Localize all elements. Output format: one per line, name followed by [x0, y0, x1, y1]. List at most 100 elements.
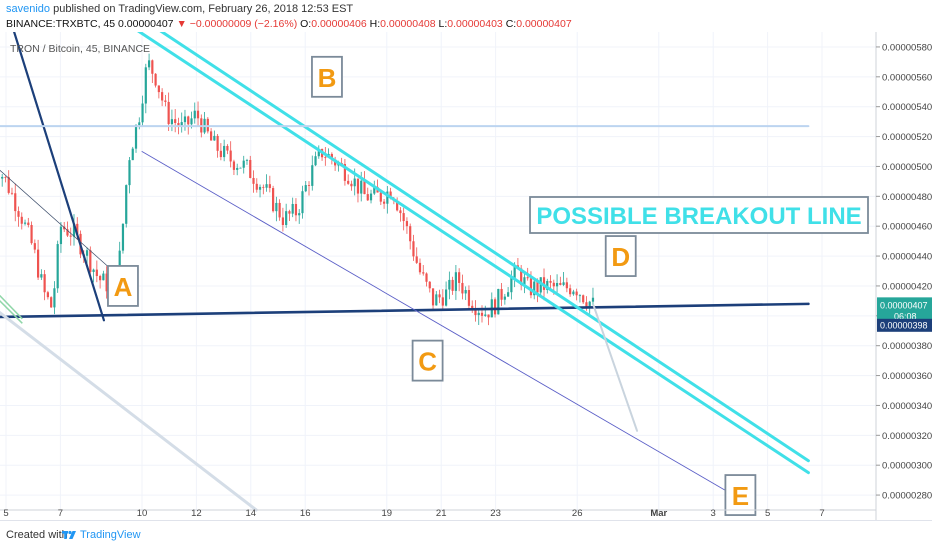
candle-body: [57, 244, 59, 288]
candle-body: [279, 203, 281, 217]
candle-body: [135, 125, 137, 149]
low-value: 0.00000403: [447, 18, 502, 30]
candle-body: [99, 276, 101, 280]
y-tick-label: 0.00000380: [882, 341, 932, 352]
candle-body: [148, 60, 150, 67]
candle-body: [92, 270, 94, 272]
candle-body: [360, 181, 362, 194]
candle-body: [155, 74, 157, 86]
y-tick-label: 0.00000500: [882, 162, 932, 173]
candle-body: [125, 185, 127, 224]
candle-body: [311, 165, 313, 186]
candle-body: [559, 283, 561, 285]
candle-body: [4, 177, 6, 178]
candle-body: [145, 67, 147, 103]
candle-body: [14, 193, 16, 211]
y-tick-label: 0.00000540: [882, 102, 932, 113]
candle-body: [592, 298, 594, 302]
candle-body: [474, 310, 476, 315]
candle-body: [236, 168, 238, 170]
candle-body: [367, 194, 369, 200]
candle-body: [438, 294, 440, 297]
chart-header: savenido published on TradingView.com, F…: [0, 0, 932, 32]
ohlc-line: BINANCE:TRXBTC, 45 0.00000407 ▼ −0.00000…: [6, 18, 572, 30]
candle-body: [265, 184, 267, 188]
candle-body: [452, 280, 454, 291]
candle-body: [256, 184, 258, 190]
y-tick-label: 0.00000360: [882, 371, 932, 382]
candle-body: [380, 193, 382, 202]
candle-body: [569, 288, 571, 294]
candle-body: [128, 160, 130, 185]
candle-body: [272, 188, 274, 211]
candle-body: [484, 315, 486, 316]
candle-body: [197, 111, 199, 119]
candle-body: [465, 290, 467, 293]
tradingview-brand[interactable]: TradingView: [80, 529, 141, 541]
candle-body: [194, 111, 196, 119]
candle-body: [1, 177, 3, 179]
candle-body: [40, 274, 42, 277]
candle-body: [168, 102, 170, 124]
candle-body: [347, 181, 349, 184]
candle-body: [207, 119, 209, 132]
candle-body: [419, 263, 421, 272]
chart-background: [0, 32, 932, 520]
candle-body: [432, 288, 434, 305]
last-price: 0.00000407: [118, 18, 173, 30]
x-tick-label: 19: [382, 508, 393, 519]
candle-body: [275, 203, 277, 211]
candle-body: [461, 283, 463, 293]
x-tick-label: 7: [819, 508, 824, 519]
candle-body: [96, 270, 98, 276]
candle-body: [425, 274, 427, 282]
candle-body: [295, 204, 297, 215]
candle-body: [455, 272, 457, 291]
x-tick-label: 10: [137, 508, 148, 519]
chart-legend: TRON / Bitcoin, 45, BINANCE: [10, 43, 150, 55]
candle-body: [44, 274, 46, 292]
candle-body: [399, 210, 401, 213]
published-text: published on TradingView.com, February 2…: [53, 3, 353, 15]
candle-body: [500, 289, 502, 300]
candle-body: [11, 193, 13, 194]
y-tick-label: 0.00000480: [882, 192, 932, 203]
candle-body: [314, 156, 316, 165]
y-tick-label: 0.00000340: [882, 401, 932, 412]
candle-body: [409, 226, 411, 241]
candle-body: [50, 297, 52, 307]
open-label: O:: [300, 18, 311, 30]
candle-body: [442, 297, 444, 305]
y-tick-label: 0.00000320: [882, 431, 932, 442]
candle-body: [102, 274, 104, 281]
close-value: 0.00000407: [516, 18, 571, 30]
candle-body: [174, 119, 176, 123]
footer: Created with TradingView: [0, 520, 932, 551]
candle-body: [151, 60, 153, 73]
candle-body: [324, 157, 326, 158]
candle-body: [122, 224, 124, 251]
candle-body: [141, 104, 143, 123]
candle-body: [487, 315, 489, 318]
x-tick-label: 5: [765, 508, 770, 519]
y-tick-label: 0.00000580: [882, 42, 932, 53]
candle-body: [282, 217, 284, 225]
candle-body: [47, 292, 49, 297]
candle-body: [549, 281, 551, 283]
candle-body: [262, 187, 264, 188]
candle-body: [164, 100, 166, 101]
candle-body: [269, 184, 271, 188]
price-axis[interactable]: 0.000005800.000005600.000005400.00000520…: [876, 32, 932, 520]
candle-body: [308, 185, 310, 186]
candle-body: [370, 194, 372, 201]
x-tick-label: 3: [711, 508, 716, 519]
candle-body: [243, 161, 245, 168]
author-link[interactable]: savenido: [6, 3, 50, 15]
candle-body: [53, 288, 55, 307]
candle-body: [246, 160, 248, 161]
candle-body: [138, 122, 140, 125]
candle-body: [161, 92, 163, 100]
candle-body: [233, 161, 235, 169]
candle-body: [563, 282, 565, 285]
